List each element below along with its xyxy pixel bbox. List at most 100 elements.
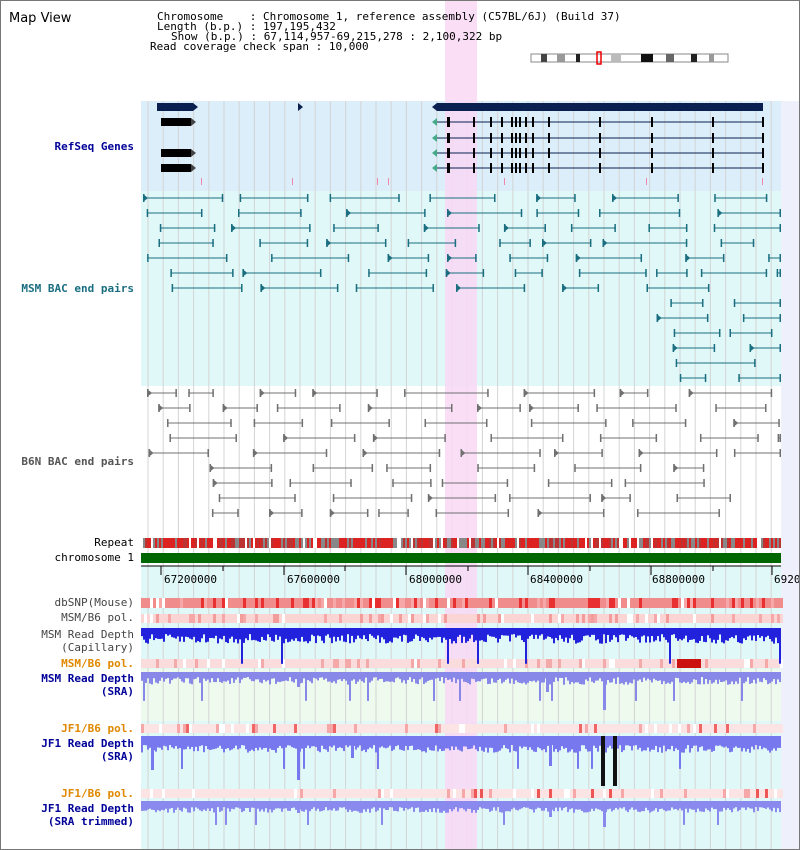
msm-sra-depth-bar [523,672,525,683]
msm-capillary-depth-bar [615,628,617,638]
msm-bac-pair-end [713,344,716,352]
msm-sra-depth-bar [357,672,359,682]
jf1-pol-heat-cell [495,724,498,733]
jf1-sra-depth-bar [683,736,685,753]
msm-sra-depth-bar [639,672,641,680]
track-label-chromosome[interactable]: chromosome 1 [54,551,134,564]
msm-bac-pair-end [686,269,688,277]
repeat-segment [177,538,179,548]
jf1-pol-heat-cell [351,789,354,798]
msm-capillary-depth-bar [281,628,283,664]
msm-capillary-depth-bar [673,628,675,635]
msm-pol-heat-cell [456,614,459,623]
msm-sra-depth-bar [627,672,629,685]
msm-capillary-depth-bar [299,628,301,642]
jf1-sra-depth-bar [205,736,207,747]
jf1-trim-depth-bar [327,801,329,811]
msm-sra-depth-bar [205,672,207,681]
dbsnp-heat-cell [399,598,402,608]
jf1-sra-depth-bar [713,736,715,751]
jf1-trim-depth-bar [199,801,201,811]
msm-pol-heat-cell [627,614,630,623]
jf1-sra-depth-bar [247,736,249,753]
dbsnp-heat-cell [447,598,450,608]
msm-sra-depth-bar [165,672,167,679]
jf1-pol-heat-cell [330,724,333,733]
repeat-segment [643,538,645,548]
b6n-bac-pair-arrow [259,389,265,397]
jf1-pol-heat-cell [717,789,720,798]
msm-pol-heat-cell [156,659,159,668]
jf1-trim-depth-bar [531,801,533,810]
msm-capillary-depth-bar [145,628,147,643]
track-label-jf1-depth-sra-1[interactable]: JF1 Read Depth [41,737,134,750]
msm-pol-heat-cell [750,614,753,623]
msm-pol-heat-cell [459,659,462,668]
track-label-b6n-bac[interactable]: B6N BAC end pairs [21,455,134,468]
msm-sra-depth-bar [355,672,357,684]
msm-pol-heat-cell [771,659,774,668]
msm-sra-depth-bar [677,672,679,679]
msm-pol-heat-cell [447,614,450,623]
msm-bac-pair-arrow [656,314,662,322]
msm-capillary-depth-bar [759,628,761,638]
track-label-jf1-depth-trim-1[interactable]: JF1 Read Depth [41,802,134,815]
jf1-pol-heat-cell [420,789,423,798]
msm-bac-pair-end [578,269,581,277]
dbsnp-heat-cell [252,598,255,608]
track-label-msm-b6-pol-2[interactable]: MSM/B6 pol. [61,657,134,670]
msm-pol-heat-cell [174,659,177,668]
jf1-trim-depth-bar [315,801,317,811]
repeat-segment [747,538,749,548]
jf1-trim-depth-bar [407,801,409,810]
dbsnp-heat-cell [459,598,462,608]
msm-pol-heat-cell [549,659,552,668]
msm-capillary-depth-bar [371,628,373,636]
track-label-msm-bac[interactable]: MSM BAC end pairs [21,282,134,295]
jf1-sra-depth-bar [661,736,663,753]
dbsnp-heat-cell [198,598,201,608]
jf1-sra-depth-bar [629,736,631,747]
track-label-dbsnp[interactable]: dbSNP(Mouse) [54,596,134,609]
jf1-pol-heat-cell [258,724,261,733]
msm-sra-depth-bar [501,672,503,684]
dbsnp-heat-cell [504,598,507,608]
dbsnp-heat-cell [351,598,354,608]
jf1-sra-depth-bar [599,736,601,746]
track-label-msm-b6-pol-1[interactable]: MSM/B6 pol. [61,611,134,624]
jf1-trim-depth-bar [691,801,693,810]
jf1-trim-depth-bar [727,801,729,809]
ideogram-band [709,54,714,62]
track-label-msm-depth-sra-1[interactable]: MSM Read Depth [41,672,134,685]
repeat-segment [181,538,183,548]
msm-sra-depth-bar [275,672,277,684]
track-label-jf1-b6-pol-2[interactable]: JF1/B6 pol. [61,787,134,800]
jf1-pol-heat-cell [150,724,153,733]
jf1-pol-heat-cell [345,724,348,733]
msm-bac-pair-end [478,224,480,232]
track-label-msm-depth-cap-1[interactable]: MSM Read Depth [41,628,134,641]
dbsnp-heat-cell [231,598,234,608]
jf1-sra-depth-bar [227,736,229,749]
jf1-pol-heat-cell [411,789,414,798]
jf1-sra-depth-bar [329,736,331,747]
jf1-sra-depth-bar [281,736,283,749]
jf1-pol-heat-cell [366,789,369,798]
jf1-trim-depth-bar [737,801,739,812]
jf1-pol-heat-cell [219,789,222,798]
jf1-trim-depth-bar [625,801,627,811]
msm-capillary-depth-bar [595,628,597,641]
track-label-repeat[interactable]: Repeat [94,536,134,549]
track-label-refseq[interactable]: RefSeq Genes [54,140,134,153]
track-label-jf1-b6-pol-1[interactable]: JF1/B6 pol. [61,722,134,735]
msm-sra-depth-bar [219,672,221,683]
jf1-trim-depth-bar [289,801,291,811]
msm-sra-depth-bar [261,672,263,684]
jf1-pol-heat-cell [663,789,666,798]
msm-sra-depth-bar [189,672,191,684]
jf1-sra-depth-bar [339,736,341,748]
jf1-trim-depth-bar [473,801,475,811]
msm-sra-depth-bar-spike [603,672,606,710]
msm-capillary-depth-bar [777,628,779,644]
